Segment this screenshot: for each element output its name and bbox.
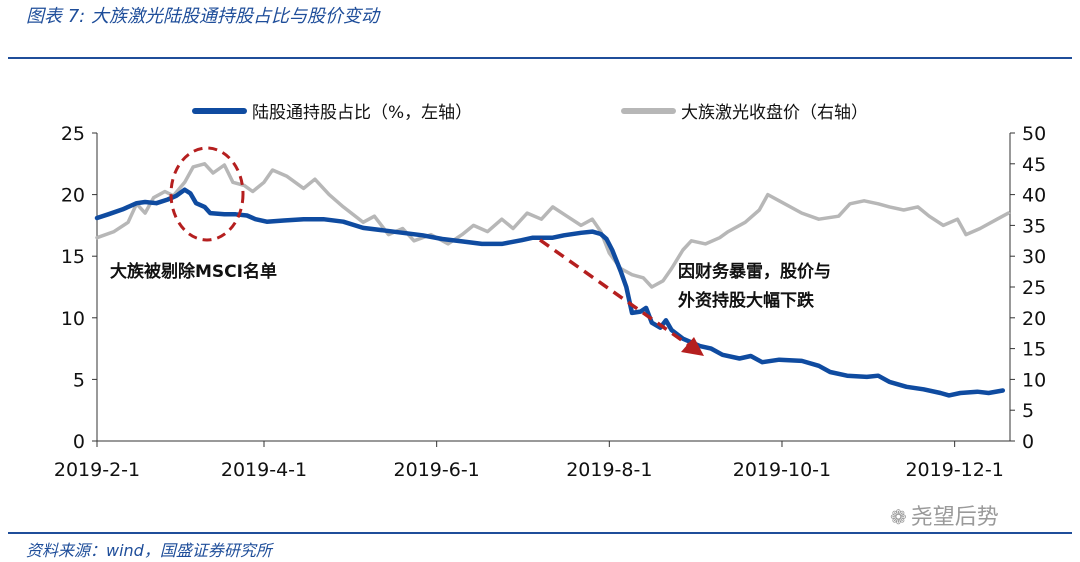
right-tick-label: 30 [1022, 246, 1046, 268]
series-line-share [94, 187, 1006, 398]
right-tick-label: 45 [1022, 154, 1046, 176]
left-tick-label: 0 [73, 431, 85, 453]
x-tick-label: 2019-8-1 [566, 459, 652, 481]
annotation-msci: 大族被剔除MSCI名单 [110, 146, 277, 282]
left-tick-label: 5 [73, 369, 85, 391]
x-tick-label: 2019-12-1 [905, 459, 1003, 481]
annotation-msci-text: 大族被剔除MSCI名单 [110, 261, 277, 282]
left-tick-label: 10 [61, 308, 85, 330]
left-tick-label: 15 [61, 246, 85, 268]
right-tick-label: 15 [1022, 339, 1046, 361]
annotation-arrow-shaft [538, 238, 692, 348]
right-tick-label: 5 [1022, 400, 1034, 422]
legend-label-share: 陆股通持股占比（%，左轴） [252, 103, 472, 123]
right-axis-ticks: 0 5 10 15 20 25 30 35 40 45 50 [1010, 123, 1046, 453]
wechat-icon: ❁ [890, 505, 907, 529]
right-tick-label: 40 [1022, 185, 1046, 207]
right-tick-label: 10 [1022, 369, 1046, 391]
legend: 陆股通持股占比（%，左轴） 大族激光收盘价（右轴） [192, 103, 868, 123]
annotation-crash-line1: 因财务暴雷，股价与 [678, 261, 831, 282]
series-line-price [95, 162, 1011, 289]
header-rule [8, 57, 1072, 59]
series-layer [94, 162, 1011, 398]
annotation-ellipse [169, 146, 245, 242]
x-axis-ticks: 2019-2-1 2019-4-1 2019-6-1 2019-8-1 2019-10-… [54, 441, 1004, 481]
left-tick-label: 20 [61, 185, 85, 207]
x-tick-label: 2019-4-1 [221, 459, 307, 481]
right-tick-label: 20 [1022, 308, 1046, 330]
legend-label-price: 大族激光收盘价（右轴） [681, 103, 868, 123]
x-tick-label: 2019-6-1 [394, 459, 480, 481]
watermark-text: 尧望后势 [910, 505, 999, 530]
footer-rule [8, 532, 1072, 534]
watermark: ❁ 尧望后势 [890, 499, 999, 531]
figure-title: 图表 7: 大族激光陆股通持股占比与股价变动 [26, 6, 379, 27]
right-tick-label: 50 [1022, 123, 1046, 145]
right-tick-label: 35 [1022, 215, 1046, 237]
left-axis-ticks: 0 5 10 15 20 25 [61, 123, 97, 453]
right-tick-label: 0 [1022, 431, 1034, 453]
x-tick-label: 2019-2-1 [54, 459, 140, 481]
arrow-head-icon [681, 337, 704, 356]
annotation-crash: 因财务暴雷，股价与 外资持股大幅下跌 [538, 238, 831, 356]
x-tick-label: 2019-10-1 [733, 459, 831, 481]
annotation-crash-line2: 外资持股大幅下跌 [678, 290, 815, 311]
source-note: 资料来源：wind，国盛证券研究所 [26, 541, 272, 560]
right-tick-label: 25 [1022, 277, 1046, 299]
left-tick-label: 25 [61, 123, 85, 145]
